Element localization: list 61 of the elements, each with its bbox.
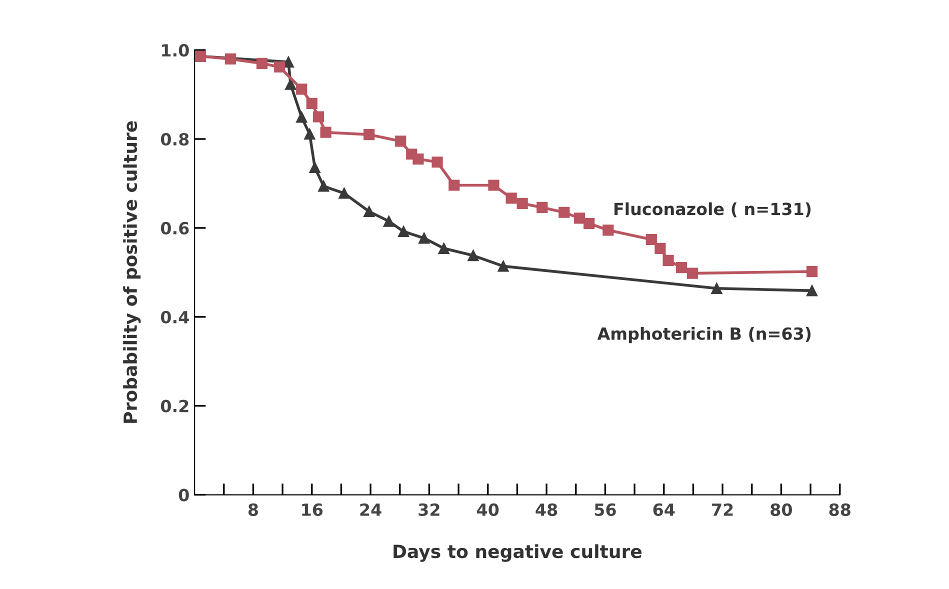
point [662,254,674,266]
x-tick-label: 80 [770,503,792,516]
x-tick-label: 48 [536,503,558,516]
y-tick-label: 0 [178,488,189,502]
point [498,260,509,272]
point [364,206,375,218]
point [395,136,406,147]
point [516,198,528,210]
point [309,162,320,174]
point [224,53,236,65]
point [274,61,286,73]
x-tick-label: 24 [360,503,382,516]
point [806,266,818,278]
y-tick-label: 0.6 [160,222,189,235]
point [574,212,586,224]
x-tick-label: 8 [248,503,258,516]
series-label: Fluconazole ( n=131) [614,202,811,218]
point [312,111,324,122]
point [654,242,666,254]
point [432,156,443,168]
point [488,180,500,191]
x-axis-title: Days to negative culture [394,544,642,562]
point [806,285,818,296]
point [584,218,595,230]
point [383,216,394,227]
point [296,84,308,95]
point [338,188,350,199]
point [711,282,722,294]
y-tick-label: 0.2 [160,400,188,412]
point [506,192,517,204]
x-tick-label: 72 [712,503,733,516]
point [536,202,548,214]
x-tick-label: 88 [829,503,850,516]
point [320,126,332,138]
x-tick-label: 16 [302,503,323,516]
x-tick-label: 64 [653,503,675,516]
point [306,98,318,109]
y-tick-label: 0.4 [160,310,189,324]
point [256,58,268,69]
x-tick-label: 56 [594,503,616,516]
y-axis-title: Probability of positive culture [123,121,141,423]
point [412,153,424,165]
series-label: Amphotericin B (n=63) [597,327,811,344]
x-tick-label: 40 [477,503,499,516]
point [558,206,570,218]
point [364,129,375,140]
point [602,224,614,236]
x-tick-label: 32 [418,503,440,516]
point [686,268,698,279]
point [646,234,657,246]
point [438,242,450,254]
point [448,180,460,191]
point [296,112,308,123]
y-tick-label: 0.8 [160,132,189,146]
point [304,128,316,140]
point [468,250,479,262]
point [418,232,430,244]
y-tick-label: 1.0 [162,44,189,57]
point [398,226,410,238]
point [676,262,688,274]
point [318,180,330,192]
